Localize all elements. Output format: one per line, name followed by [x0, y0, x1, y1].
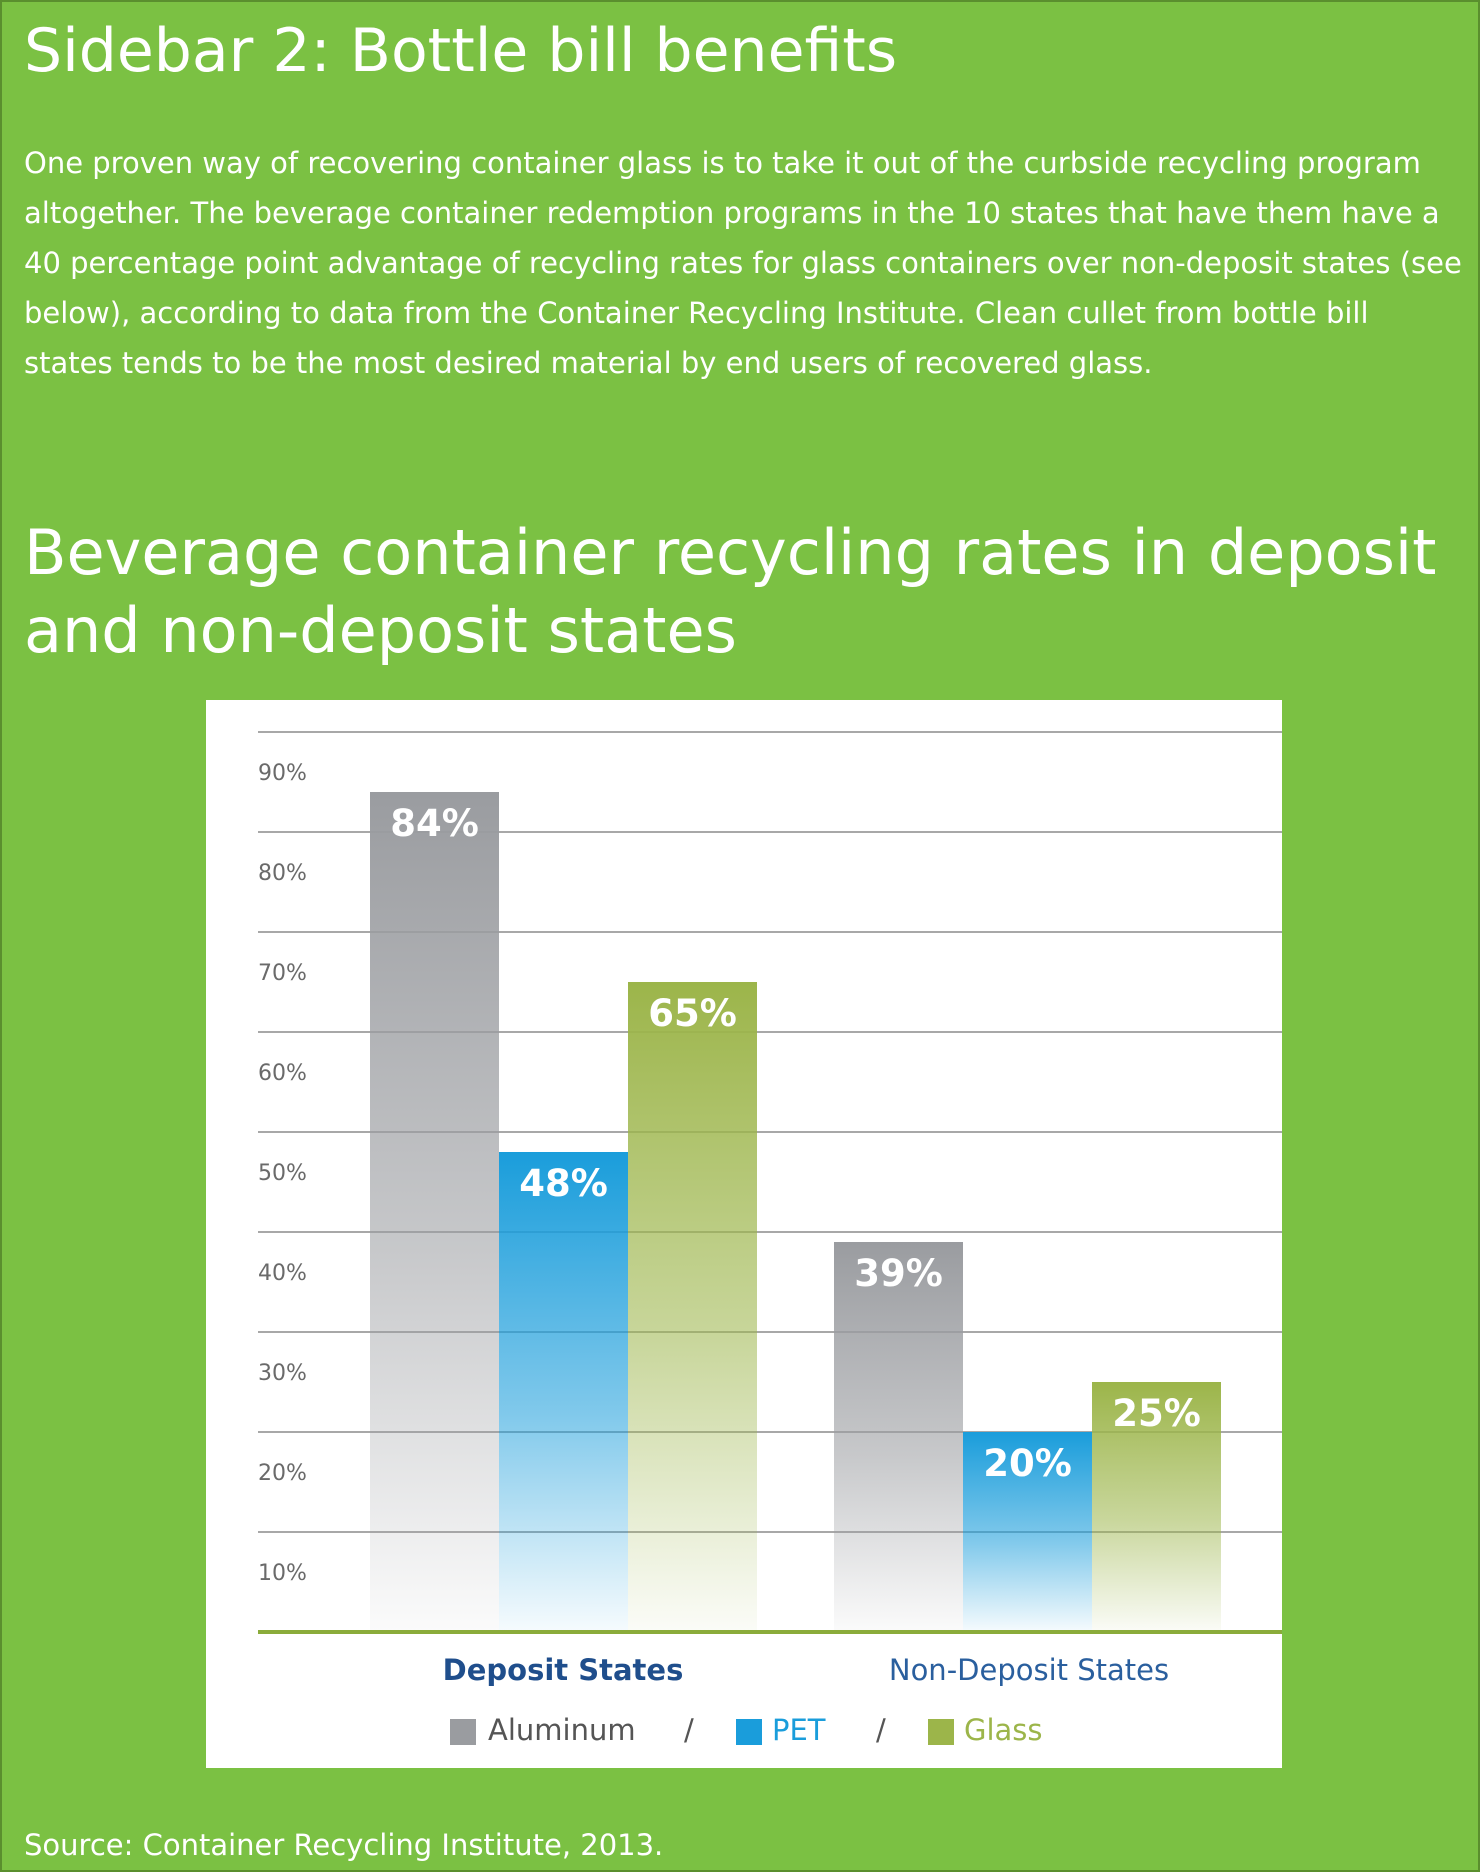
y-tick-label: 80%: [258, 861, 307, 886]
bar-pet-deposit: [499, 1152, 628, 1632]
y-tick-label: 10%: [258, 1561, 307, 1586]
chart-title: Beverage container recycling rates in de…: [24, 516, 1437, 667]
y-tick-label: 90%: [258, 761, 307, 786]
data-label: 25%: [1112, 1392, 1201, 1435]
y-tick-label: 50%: [258, 1161, 307, 1186]
y-tick-label: 30%: [258, 1361, 307, 1386]
bar-glass-deposit: [628, 982, 757, 1632]
bar-pet-non-deposit: [963, 1432, 1092, 1632]
data-label: 39%: [854, 1252, 943, 1295]
legend-swatch-aluminum: [450, 1719, 476, 1745]
legend-label-pet: PET: [772, 1713, 826, 1747]
data-label: 84%: [390, 802, 479, 845]
y-tick-label: 40%: [258, 1261, 307, 1286]
y-tick-label: 60%: [258, 1061, 307, 1086]
data-label: 20%: [983, 1442, 1072, 1485]
y-tick-label: 70%: [258, 961, 307, 986]
bar-glass-non-deposit: [1092, 1382, 1221, 1632]
category-label: Deposit States: [443, 1653, 684, 1687]
category-label: Non-Deposit States: [889, 1653, 1169, 1687]
legend-label-aluminum: Aluminum: [488, 1713, 636, 1747]
bar-aluminum-deposit: [370, 792, 499, 1632]
data-label: 48%: [519, 1162, 608, 1205]
legend-swatch-pet: [736, 1719, 762, 1745]
source-note: Source: Container Recycling Institute, 2…: [24, 1828, 664, 1862]
data-label: 65%: [648, 992, 737, 1035]
legend-separator: /: [876, 1713, 886, 1747]
bar-aluminum-non-deposit: [834, 1242, 963, 1632]
y-tick-label: 20%: [258, 1461, 307, 1486]
legend-swatch-glass: [928, 1719, 954, 1745]
legend-label-glass: Glass: [964, 1713, 1043, 1747]
legend-separator: /: [684, 1713, 694, 1747]
chart-card: 84% 39% 48% 20% 65% 25% 10% 20% 30% 40% 50% 60% 70%…: [206, 700, 1282, 1768]
intro-paragraph: One proven way of recovering container g…: [24, 146, 1462, 380]
bar-chart: 84% 39% 48% 20% 65% 25% 10% 20% 30% 40% 50% 60% 70%…: [258, 731, 1282, 1747]
sidebar-title: Sidebar 2: Bottle bill benefits: [24, 16, 898, 86]
